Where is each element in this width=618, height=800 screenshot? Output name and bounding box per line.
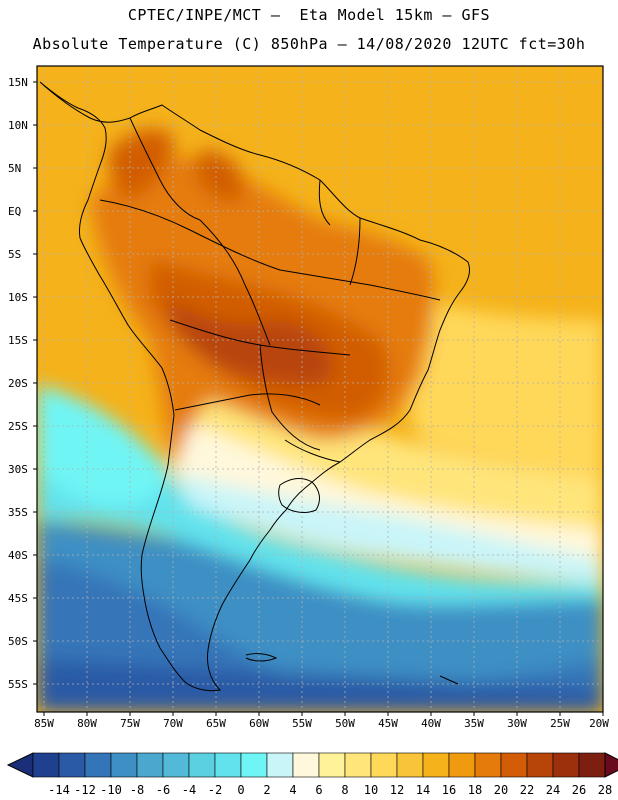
colorbar-swatch [162,752,190,778]
colorbar-tick-label: 24 [545,783,561,797]
colorbar-swatch [110,752,138,778]
lon-label: 80W [77,717,97,730]
lon-label: 35W [464,717,484,730]
colorbar-swatch [84,752,112,778]
colorbar-tick-label: -6 [155,783,171,797]
colorbar-tick-label: 12 [389,783,405,797]
lat-label: 5S [8,248,22,261]
lat-label: 10S [8,291,28,304]
colorbar-swatch [58,752,86,778]
colorbar-swatch [266,752,294,778]
temperature-field [37,66,603,712]
lon-label: 20W [589,717,609,730]
colorbar-tick-label: 14 [415,783,431,797]
lat-label: 15S [8,334,28,347]
colorbar-swatch [500,752,528,778]
map-title-line2: Absolute Temperature (C) 850hPa – 14/08/… [32,35,586,53]
colorbar-swatch [240,752,268,778]
colorbar-tick-label: 22 [519,783,535,797]
lon-label: 30W [507,717,527,730]
colorbar-tick-label: 18 [467,783,483,797]
lat-label: 10N [8,119,28,132]
lon-label: 55W [292,717,312,730]
lat-label: EQ [8,205,22,218]
colorbar-tick-label: -12 [74,783,96,797]
map-title-line1: CPTEC/INPE/MCT – Eta Model 15km – GFS [127,6,491,24]
colorbar-tick-label: -2 [207,783,223,797]
colorbar-swatch [370,752,398,778]
colorbar-swatch [578,752,606,778]
lat-label: 45S [8,592,28,605]
colorbar-tick-label: 26 [571,783,587,797]
lon-label: 45W [378,717,398,730]
lon-label: 60W [249,717,269,730]
lat-label: 35S [8,506,28,519]
colorbar-tick-label: -4 [181,783,197,797]
lat-label: 5N [8,162,22,175]
colorbar-swatch [474,752,502,778]
lon-label: 25W [550,717,570,730]
colorbar-tick-label: 20 [493,783,509,797]
colorbar-swatch [552,752,580,778]
colorbar-swatch [344,752,372,778]
colorbar [6,752,618,778]
colorbar-swatch [318,752,346,778]
colorbar-tick-label: -8 [129,783,145,797]
colorbar-tick-label: 28 [597,783,613,797]
map-frame [36,65,604,713]
lon-label: 65W [206,717,226,730]
axis-ticks [33,81,604,716]
colorbar-high-arrow [604,752,618,778]
colorbar-swatch [422,752,450,778]
lat-label: 50S [8,635,28,648]
colorbar-swatch [136,752,164,778]
lat-label: 20S [8,377,28,390]
colorbar-tick-label: 4 [289,783,297,797]
colorbar-tick-label: 10 [363,783,379,797]
colorbar-tick-label: 0 [237,783,245,797]
colorbar-swatch [32,752,60,778]
colorbar-swatch [214,752,242,778]
lat-label: 25S [8,420,28,433]
colorbar-swatch [396,752,424,778]
colorbar-swatch [188,752,216,778]
colorbar-tick-label: 8 [341,783,349,797]
graticule [37,66,604,712]
colorbar-tick-label: 6 [315,783,323,797]
colorbar-tick-label: 2 [263,783,271,797]
colorbar-swatch [526,752,554,778]
lat-label: 55S [8,678,28,691]
colorbar-tick-label: 16 [441,783,457,797]
lon-label: 40W [421,717,441,730]
lat-label: 30S [8,463,28,476]
colorbar-tick-label: -10 [100,783,122,797]
colorbar-low-arrow [6,752,34,778]
lon-label: 50W [335,717,355,730]
lat-label: 40S [8,549,28,562]
lon-label: 85W [34,717,54,730]
colorbar-swatch [448,752,476,778]
lon-label: 70W [163,717,183,730]
coastlines [39,81,471,692]
colorbar-swatch [292,752,320,778]
lat-label: 15N [8,76,28,89]
colorbar-tick-label: -14 [48,783,70,797]
lon-label: 75W [120,717,140,730]
